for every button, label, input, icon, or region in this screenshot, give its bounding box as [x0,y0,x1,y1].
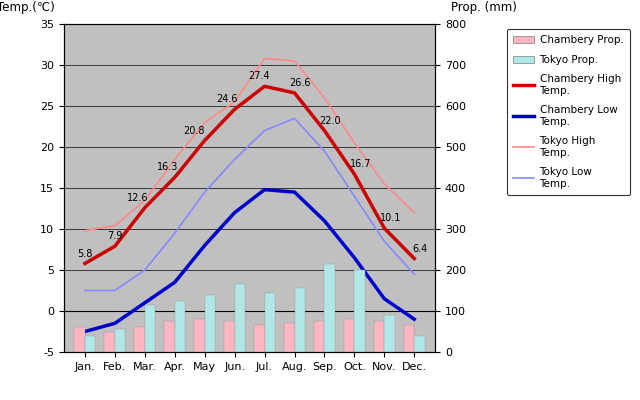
Text: 22.0: 22.0 [319,116,341,126]
Legend: Chambery Prop., Tokyo Prop., Chambery High
Temp., Chambery Low
Temp., Tokyo High: Chambery Prop., Tokyo Prop., Chambery Hi… [508,29,630,195]
Bar [324,264,335,352]
Bar [194,319,205,352]
Bar [384,315,395,352]
Bar [404,325,414,352]
Bar [355,270,365,352]
Bar [284,323,294,352]
Bar [164,321,175,352]
Bar [294,288,305,352]
Bar [344,319,355,352]
Bar [254,325,264,352]
Bar [224,321,235,352]
Text: 26.6: 26.6 [290,78,311,88]
Bar [175,301,185,352]
Text: 27.4: 27.4 [248,71,269,81]
Bar [264,292,275,352]
Text: 12.6: 12.6 [127,193,148,203]
Text: Temp.(℃): Temp.(℃) [0,1,55,14]
Text: 24.6: 24.6 [216,94,238,104]
Bar [74,327,85,352]
Bar [115,330,125,352]
Bar [85,336,95,352]
Text: 16.3: 16.3 [157,162,178,172]
Bar [134,327,145,352]
Bar [104,332,115,352]
Text: 6.4: 6.4 [413,244,428,254]
Text: 20.8: 20.8 [184,126,205,136]
Text: 10.1: 10.1 [380,213,401,223]
Text: 16.7: 16.7 [349,159,371,169]
Text: Prop. (mm): Prop. (mm) [451,1,517,14]
Bar [145,305,156,352]
Bar [374,321,384,352]
Bar [205,294,215,352]
Bar [314,321,324,352]
Text: 5.8: 5.8 [77,248,93,258]
Bar [414,336,425,352]
Bar [235,284,245,352]
Text: 7.9: 7.9 [108,231,123,241]
